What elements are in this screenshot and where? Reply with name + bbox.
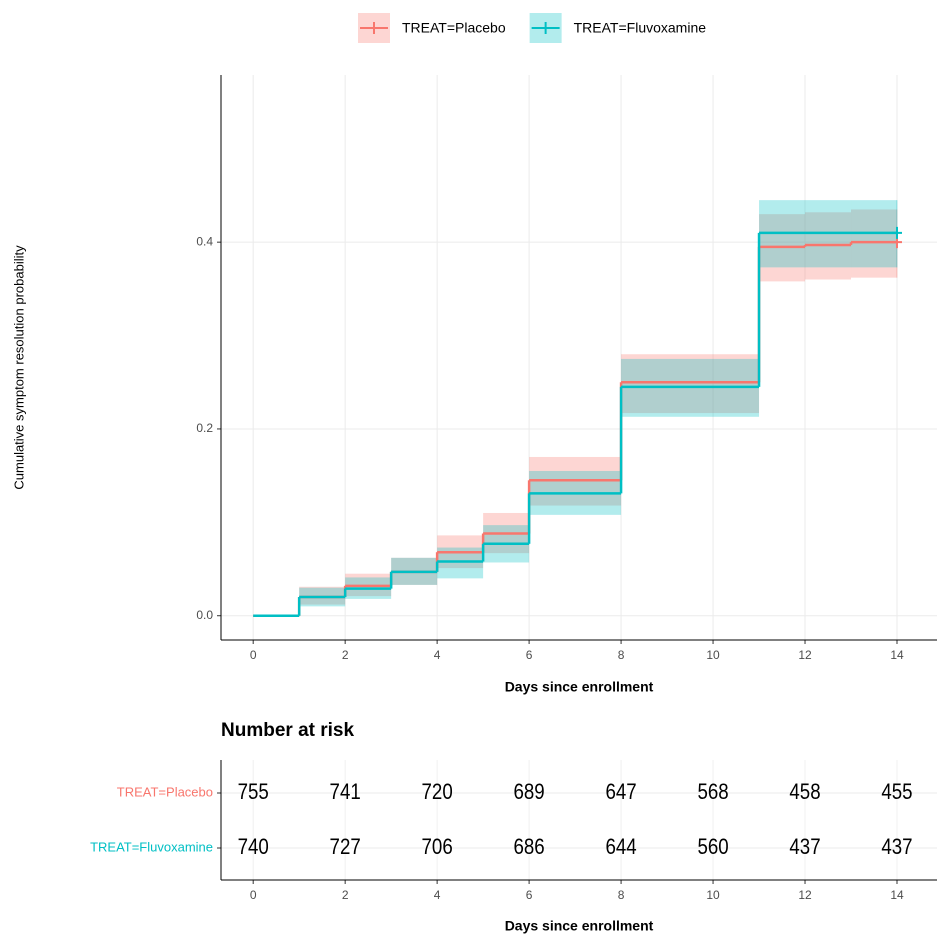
x-tick-label: 0 — [250, 648, 257, 662]
x-tick-label: 0 — [250, 888, 257, 902]
risk-count: 727 — [330, 835, 361, 859]
x-axis-title: Days since enrollment — [505, 679, 654, 695]
censor-mark — [891, 226, 902, 239]
risk-count: 740 — [238, 835, 269, 859]
x-tick-label: 8 — [618, 648, 625, 662]
risk-count: 644 — [605, 835, 636, 859]
risk-count: 647 — [605, 780, 636, 804]
risk-count: 437 — [789, 835, 820, 859]
x-tick-label: 12 — [798, 648, 812, 662]
y-tick-label: 0.4 — [196, 234, 213, 248]
y-tick-label: 0.2 — [196, 421, 213, 435]
risk-count: 755 — [238, 780, 269, 804]
risk-count: 560 — [697, 835, 728, 859]
risk-count: 437 — [881, 835, 912, 859]
x-tick-label: 12 — [798, 888, 812, 902]
confidence-band — [621, 354, 760, 414]
x-tick-label: 8 — [618, 888, 625, 902]
x-axis-title: Days since enrollment — [505, 918, 654, 934]
confidence-band — [851, 209, 897, 278]
risk-count: 741 — [330, 780, 361, 804]
risk-count: 689 — [514, 780, 545, 804]
x-tick-label: 4 — [434, 888, 441, 902]
x-tick-label: 6 — [526, 648, 533, 662]
x-tick-label: 2 — [342, 648, 349, 662]
legend-label: TREAT=Fluvoxamine — [574, 20, 707, 36]
risk-count: 720 — [422, 780, 453, 804]
risk-count: 568 — [697, 780, 728, 804]
row-label: TREAT=Placebo — [117, 784, 213, 799]
risk-count: 706 — [422, 835, 453, 859]
x-tick-label: 10 — [706, 888, 720, 902]
risk-count: 455 — [881, 780, 912, 804]
x-tick-label: 4 — [434, 648, 441, 662]
x-tick-label: 6 — [526, 888, 533, 902]
x-tick-label: 10 — [706, 648, 720, 662]
risk-count: 686 — [514, 835, 545, 859]
row-label: TREAT=Fluvoxamine — [90, 839, 213, 854]
risk-count: 458 — [789, 780, 820, 804]
x-tick-label: 14 — [890, 888, 904, 902]
y-tick-label: 0.0 — [196, 608, 213, 622]
confidence-band — [299, 586, 346, 605]
y-axis-title: Cumulative symptom resolution probabilit… — [11, 245, 26, 490]
x-tick-label: 14 — [890, 648, 904, 662]
table-title: Number at risk — [221, 720, 354, 741]
legend-label: TREAT=Placebo — [402, 20, 506, 36]
x-tick-label: 2 — [342, 888, 349, 902]
legend: TREAT=Placebo TREAT=Fluvoxamine — [358, 13, 706, 43]
